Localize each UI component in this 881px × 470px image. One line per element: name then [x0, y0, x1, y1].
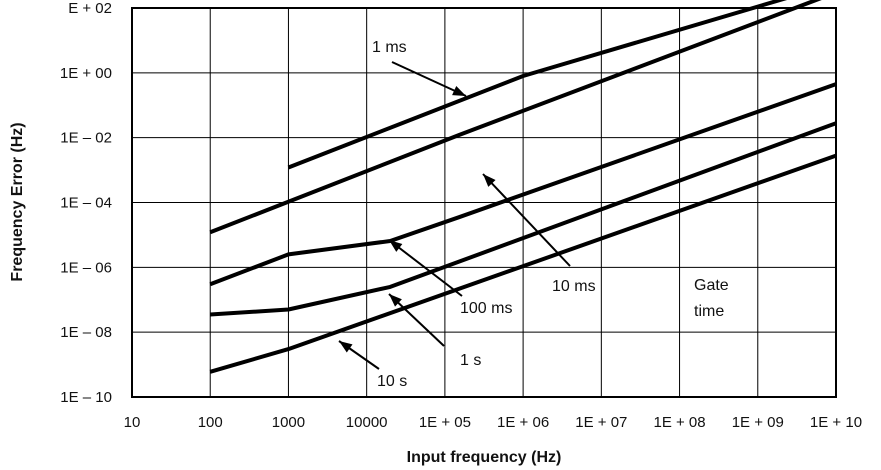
y-axis-title: Frequency Error (Hz) — [9, 122, 26, 281]
grid-lines — [131, 7, 837, 398]
annotation-1s: 1 s — [460, 352, 481, 369]
y-tick-label: 1E – 06 — [60, 259, 112, 276]
x-tick-label: 100 — [198, 414, 223, 431]
x-tick-label: 1E + 05 — [419, 414, 471, 431]
y-tick-label: 1E – 10 — [60, 389, 112, 406]
x-tick-label: 10 — [124, 414, 141, 431]
arrowhead-1s — [389, 294, 402, 307]
annotation-1ms: 1 ms — [372, 39, 407, 56]
arrowhead-10s — [339, 341, 353, 353]
x-axis-title: Input frequency (Hz) — [407, 449, 562, 466]
y-tick-labels: 1E – 10 1E – 08 1E – 06 1E – 04 1E – 02 1E + … — [60, 0, 112, 406]
x-tick-label: 1E + 09 — [732, 414, 784, 431]
arrowhead-10ms — [483, 174, 496, 187]
series-line-10ms — [209, 0, 822, 235]
annotation-arrows — [338, 61, 571, 370]
x-tick-label: 1E + 08 — [653, 414, 705, 431]
annotation-100ms: 100 ms — [460, 300, 512, 317]
annotation-10s: 10 s — [377, 373, 407, 390]
y-tick-label: 1E – 08 — [60, 324, 112, 341]
y-tick-label: 1E + 00 — [60, 65, 112, 82]
x-tick-labels: 10 100 1000 10000 1E + 05 1E + 06 1E + 07 1E + … — [124, 414, 862, 431]
annotation-10ms: 10 ms — [552, 278, 596, 295]
x-tick-label: 1E + 07 — [575, 414, 627, 431]
arrow-1ms — [391, 61, 467, 97]
arrow-100ms — [388, 239, 463, 297]
arrowhead-100ms — [389, 240, 403, 252]
x-tick-label: 1E + 06 — [497, 414, 549, 431]
time-label: time — [694, 303, 724, 320]
series-line-10s — [209, 153, 837, 374]
series-line-1s — [210, 121, 837, 317]
y-tick-label: 1E – 02 — [60, 130, 112, 147]
arrowhead-1ms — [452, 86, 466, 96]
x-tick-label: 1000 — [272, 414, 305, 431]
plot-frame — [131, 7, 837, 398]
x-tick-label: 10000 — [346, 414, 388, 431]
series-line-1ms — [287, 0, 788, 170]
y-tick-label: E + 02 — [68, 0, 112, 17]
y-tick-label: 1E – 04 — [60, 195, 112, 212]
gate-label: Gate — [694, 277, 729, 294]
x-tick-label: 1E + 10 — [810, 414, 862, 431]
annotation-labels: 1 ms 10 ms 100 ms 1 s 10 s — [372, 39, 596, 390]
arrow-10ms — [482, 173, 571, 267]
